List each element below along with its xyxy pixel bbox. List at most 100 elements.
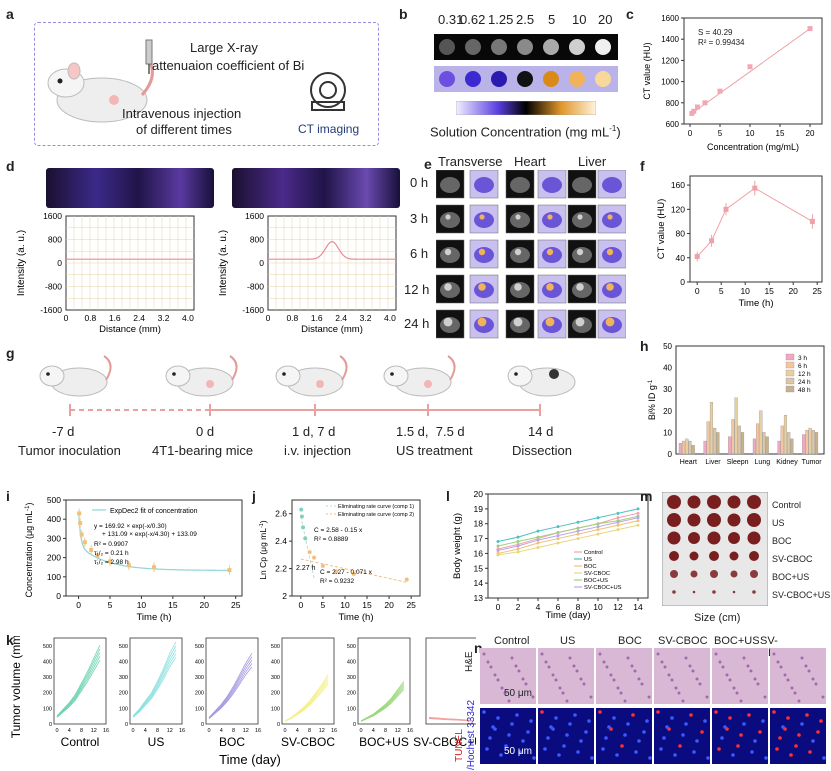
- n-row-hochest: /Hochest 33342: [466, 699, 477, 770]
- legend-label: BOC+US: [584, 578, 608, 584]
- y-axis-label-text: Intensity (a. u.): [16, 230, 27, 296]
- bar: [716, 432, 720, 455]
- tunel-cell: [695, 739, 699, 743]
- data-point: [307, 550, 312, 555]
- x-tick-label: 4: [144, 728, 147, 734]
- data-point: [702, 100, 708, 106]
- x-tick-label: 4.0: [182, 313, 194, 323]
- y-tick-label: 2.2: [275, 564, 287, 574]
- ct-slice-hotspot: [515, 214, 521, 220]
- mouse-illustration: [47, 56, 154, 123]
- growth-curve: [132, 645, 177, 717]
- tunel-cell: [562, 744, 566, 748]
- tunel-cell: [805, 713, 809, 717]
- tunel-cell: [670, 716, 674, 720]
- col-transverse: Transverse: [438, 154, 503, 169]
- he-nucleus: [637, 677, 641, 681]
- bar: [734, 397, 738, 455]
- data-point: [556, 534, 560, 538]
- x-tick-label: 25: [406, 600, 416, 610]
- tunel-cell: [692, 750, 696, 754]
- tunel-cell: [800, 722, 804, 726]
- tumor-sample: [687, 495, 701, 509]
- m-group-bocus: BOC+US: [772, 572, 810, 582]
- tunel-cell: [728, 716, 732, 720]
- he-stain-image: [654, 648, 710, 704]
- he-nucleus: [749, 669, 753, 673]
- x-tick-label: 14: [633, 602, 643, 612]
- x-tick-label: 8: [156, 728, 159, 734]
- he-nucleus: [616, 686, 620, 690]
- data-point: [807, 26, 813, 32]
- y-tick-label: 200: [347, 691, 356, 697]
- tunel-cell: [510, 722, 514, 726]
- ct-slice-body: [602, 177, 622, 193]
- y-axis-label: Bi% ID g-1: [647, 379, 657, 420]
- growth-curve: [360, 683, 405, 722]
- y-tick-label: 1200: [661, 56, 679, 65]
- x-tick-label: 3.2: [158, 313, 170, 323]
- tunel-cell: [665, 725, 669, 729]
- growth-curve: [208, 656, 253, 719]
- x-tick-label: 16: [179, 728, 185, 734]
- growth-curve: [360, 687, 405, 722]
- tunel-cell: [714, 710, 718, 714]
- bi-text-2: attenuaion coefficient of Bi: [152, 58, 305, 73]
- row-3h: 3 h: [410, 211, 429, 226]
- growth-curve: [284, 681, 329, 722]
- he-nucleus: [540, 652, 544, 656]
- he-nucleus: [612, 678, 616, 682]
- series-line: [497, 515, 639, 547]
- tunel-cell: [623, 733, 627, 737]
- panel-label-e: e: [424, 156, 432, 172]
- data-point: [536, 529, 540, 533]
- y-tick-label: 0: [277, 722, 280, 728]
- data-point: [126, 563, 131, 568]
- tumor-photo: [662, 492, 768, 606]
- x-tick-label: 12: [167, 728, 173, 734]
- ct-slice-hotspot: [575, 317, 585, 327]
- data-point: [723, 206, 729, 212]
- tunel-cell: [717, 747, 721, 751]
- x-tick-label: 0: [64, 313, 69, 323]
- bar: [752, 438, 756, 455]
- growth-curve: [56, 656, 101, 718]
- plot-frame: [291, 499, 421, 597]
- panel-label-a: a: [6, 6, 14, 22]
- tunel-cell: [604, 736, 608, 740]
- he-nucleus: [582, 682, 586, 686]
- x-tick-label: 5: [718, 129, 723, 138]
- x-tick-label: Sleepn: [727, 459, 749, 466]
- tunel-cell: [529, 719, 533, 723]
- y-axis-label-text: Bi% ID g: [647, 385, 657, 420]
- series-line: [497, 508, 639, 543]
- he-nucleus: [605, 665, 609, 669]
- data-point: [77, 511, 82, 516]
- bar: [777, 440, 781, 455]
- growth-curve: [208, 659, 253, 719]
- panel-label-c: c: [626, 6, 634, 22]
- y-tick-label: 500: [347, 644, 356, 650]
- data-point: [299, 507, 304, 512]
- bar: [691, 445, 695, 455]
- tunel-cell: [781, 725, 785, 729]
- m-group-svcboc: SV-CBOC: [772, 554, 813, 564]
- x-tick-label: 8: [232, 728, 235, 734]
- he-nucleus: [482, 652, 486, 656]
- data-point: [636, 511, 640, 515]
- ct-slice-body: [542, 247, 562, 263]
- subplot-frame: [425, 637, 476, 725]
- x-tick-label: 0: [496, 602, 501, 612]
- ct-scanner-icon: [310, 72, 346, 111]
- he-nucleus: [602, 660, 606, 664]
- he-nucleus: [517, 669, 521, 673]
- tunel-cell: [645, 719, 649, 723]
- tunel-cell: [739, 733, 743, 737]
- data-point: [82, 540, 87, 545]
- he-nucleus: [507, 699, 511, 703]
- bar: [762, 432, 766, 455]
- y-axis-label: Concentration (μg mL-1): [24, 502, 34, 597]
- fit-line-2: [300, 558, 407, 583]
- he-nucleus: [674, 686, 678, 690]
- he-stain-image: [596, 648, 652, 704]
